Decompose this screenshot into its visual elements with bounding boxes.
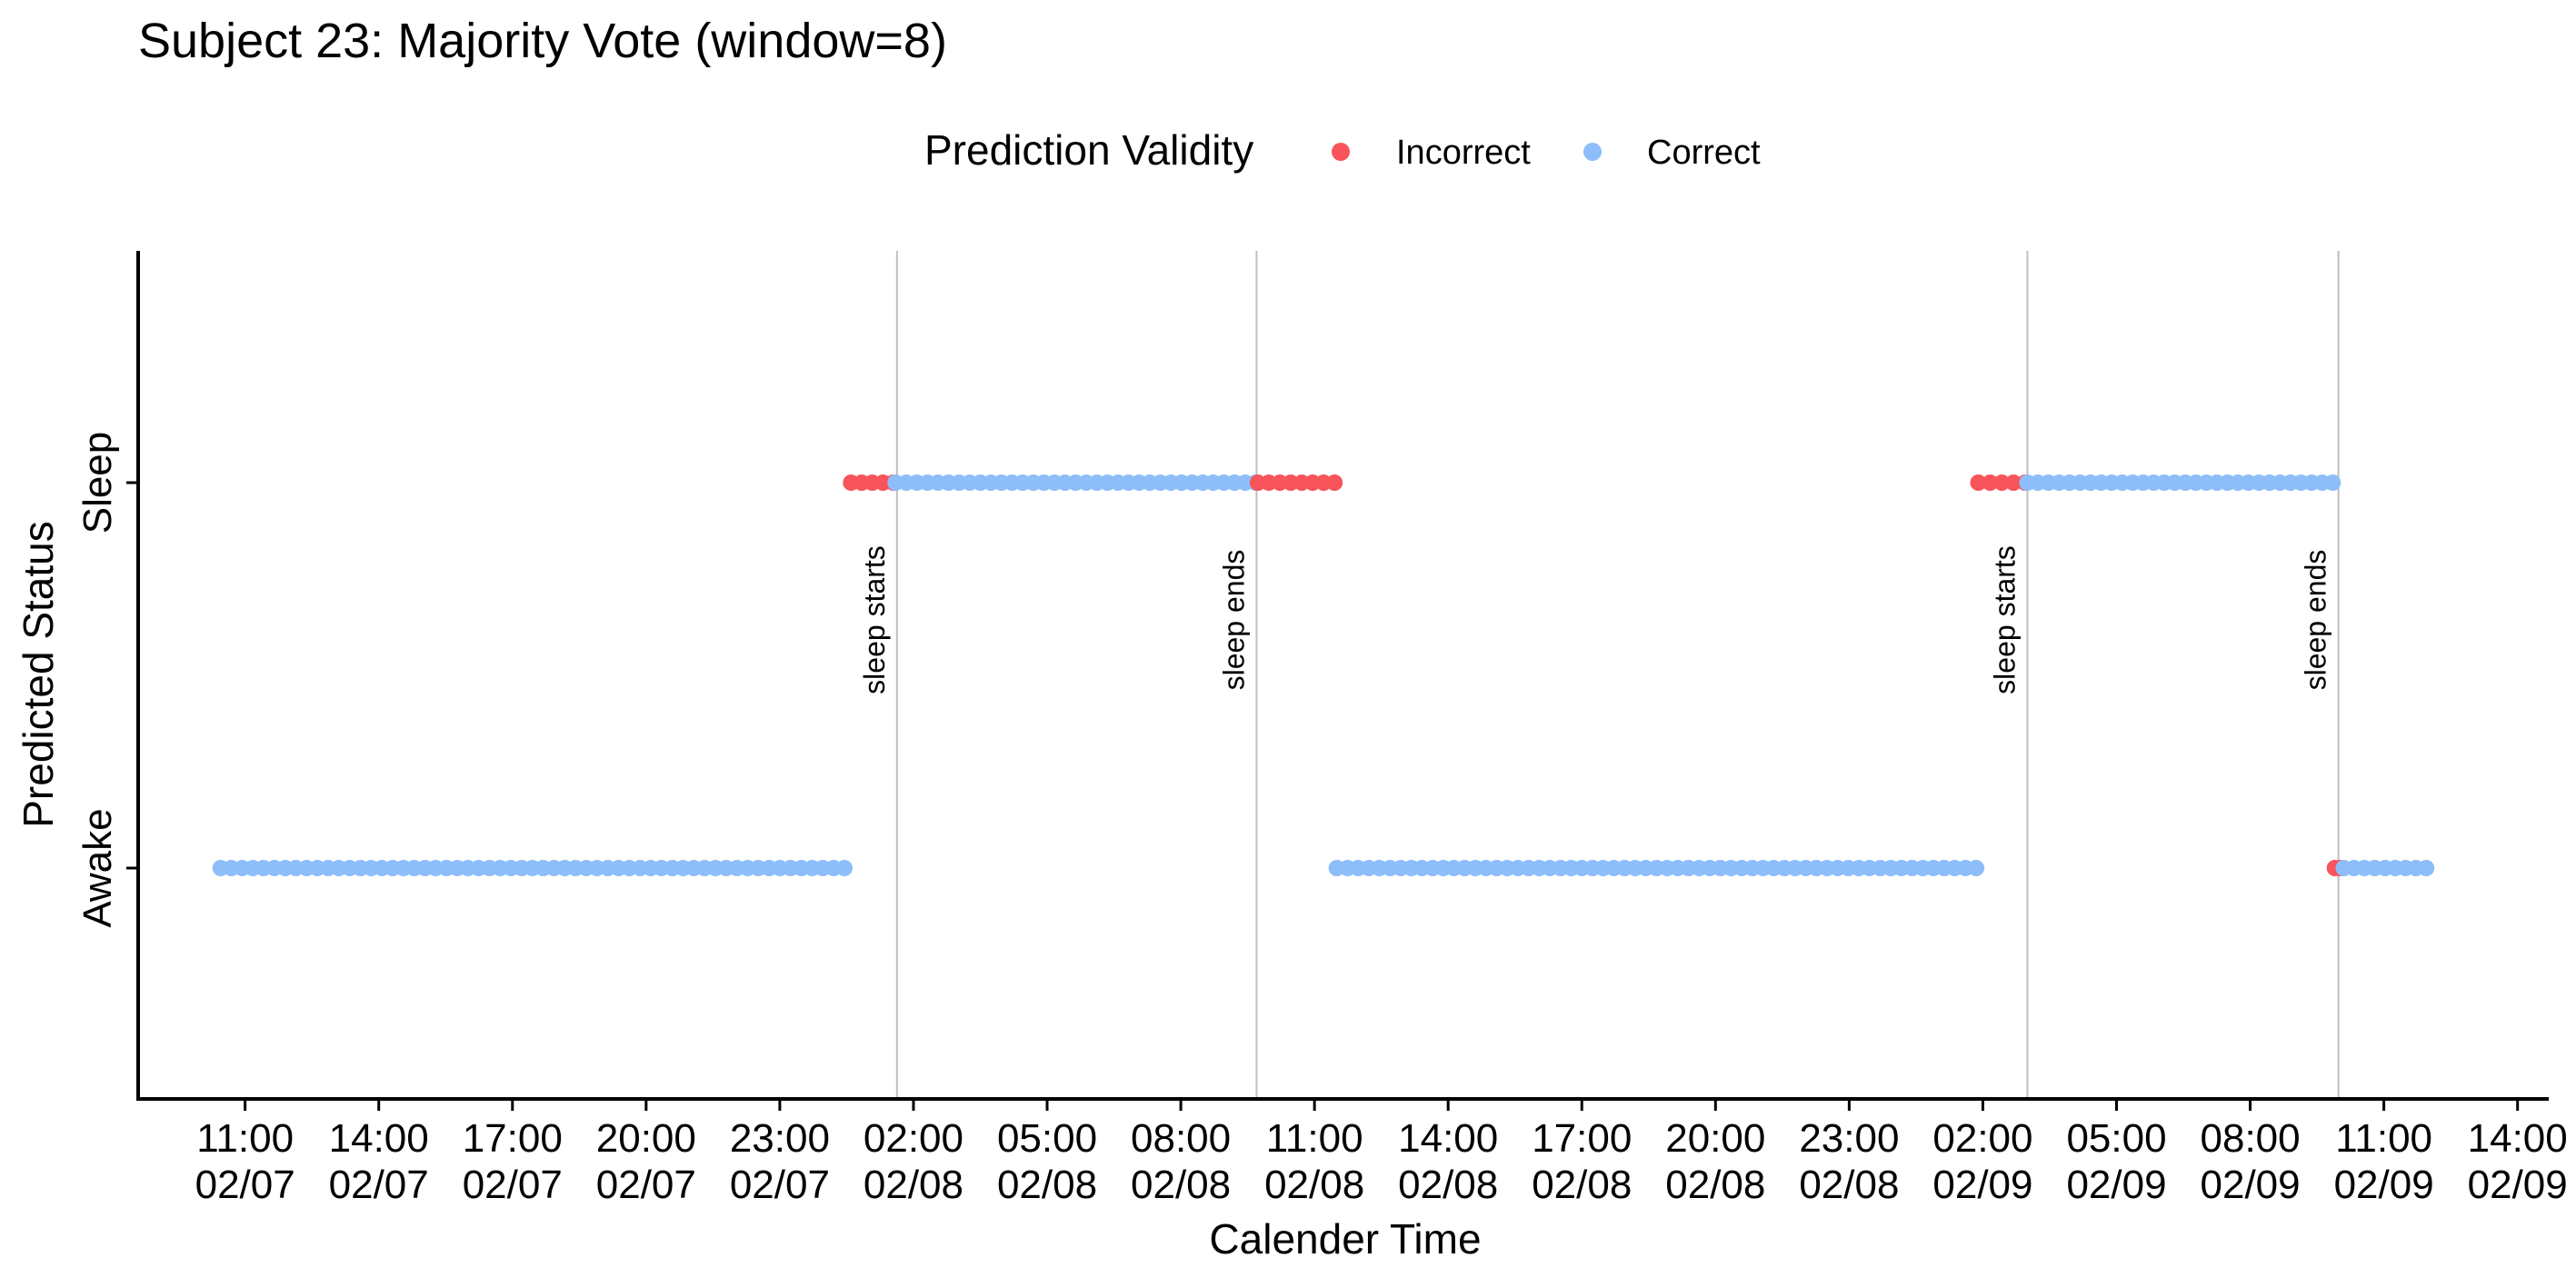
legend-incorrect-label: Incorrect	[1396, 134, 1531, 172]
x-tick-label-date: 02/07	[730, 1163, 830, 1207]
x-tick-label-time: 20:00	[596, 1116, 696, 1161]
x-tick-label-date: 02/09	[2066, 1163, 2166, 1207]
x-axis-ticks: 11:0002/0714:0002/0717:0002/0720:0002/07…	[195, 1099, 2568, 1207]
x-tick-label-time: 08:00	[2201, 1116, 2301, 1161]
reference-lines: sleep starts sleep ends sleep starts sleep …	[858, 251, 2340, 1099]
data-point-incorrect	[1970, 474, 1987, 491]
data-point-correct	[1968, 860, 1985, 876]
x-tick-label-time: 08:00	[1131, 1116, 1231, 1161]
x-tick-label-date: 02/08	[1799, 1163, 1899, 1207]
data-point-incorrect	[1982, 474, 1999, 491]
x-tick-label-time: 23:00	[1799, 1116, 1899, 1161]
legend-incorrect-marker	[1332, 143, 1350, 161]
data-point-correct	[836, 860, 853, 876]
y-tick-label: Awake	[75, 808, 120, 927]
x-tick-label-date: 02/08	[1665, 1163, 1765, 1207]
x-tick-label-date: 02/07	[463, 1163, 563, 1207]
x-tick-label-time: 14:00	[329, 1116, 429, 1161]
data-point-correct	[2324, 474, 2341, 491]
x-tick-label-date: 02/07	[195, 1163, 295, 1207]
x-tick-label-time: 02:00	[864, 1116, 964, 1161]
legend-correct-marker	[1583, 143, 1602, 161]
x-tick-label-time: 20:00	[1665, 1116, 1765, 1161]
y-axis-title: Predicted Status	[15, 521, 62, 828]
x-tick-label-time: 17:00	[463, 1116, 563, 1161]
y-axis-ticks: Awake Sleep	[75, 432, 138, 928]
x-tick-label-date: 02/08	[864, 1163, 964, 1207]
x-tick-label-date: 02/08	[997, 1163, 1097, 1207]
x-tick-label-date: 02/09	[2201, 1163, 2301, 1207]
data-point-incorrect	[1326, 474, 1343, 491]
x-tick-label-date: 02/07	[596, 1163, 696, 1207]
x-tick-label-time: 05:00	[2066, 1116, 2166, 1161]
reference-line-label: sleep ends	[1217, 550, 1250, 691]
reference-line-label: sleep ends	[2300, 550, 2332, 691]
x-tick-label-time: 05:00	[997, 1116, 1097, 1161]
y-tick-label: Sleep	[75, 432, 120, 534]
axes	[136, 251, 2549, 1101]
x-tick-label-time: 17:00	[1532, 1116, 1632, 1161]
chart-title: Subject 23: Majority Vote (window=8)	[138, 14, 947, 68]
legend: Prediction Validity Incorrect Correct	[924, 126, 1761, 174]
x-tick-label-time: 14:00	[1398, 1116, 1498, 1161]
legend-correct-label: Correct	[1647, 134, 1761, 172]
reference-line-label: sleep starts	[858, 545, 891, 694]
x-tick-label-date: 02/08	[1131, 1163, 1231, 1207]
data-point-incorrect	[2005, 474, 2022, 491]
x-tick-label-date: 02/07	[329, 1163, 429, 1207]
x-tick-label-time: 11:00	[1266, 1116, 1363, 1161]
legend-title: Prediction Validity	[924, 126, 1253, 174]
x-tick-label-date: 02/09	[1932, 1163, 2032, 1207]
x-tick-label-time: 11:00	[2335, 1116, 2432, 1161]
x-tick-label-time: 23:00	[730, 1116, 830, 1161]
x-tick-label-time: 11:00	[196, 1116, 294, 1161]
x-tick-label-date: 02/09	[2334, 1163, 2434, 1207]
x-tick-label-date: 02/08	[1532, 1163, 1632, 1207]
data-points	[212, 474, 2435, 876]
x-tick-label-time: 02:00	[1932, 1116, 2032, 1161]
reference-line-label: sleep starts	[1988, 545, 2021, 694]
x-axis-title: Calender Time	[1209, 1215, 1481, 1263]
x-tick-label-date: 02/08	[1398, 1163, 1498, 1207]
x-tick-label-time: 14:00	[2468, 1116, 2568, 1161]
x-tick-label-date: 02/09	[2468, 1163, 2568, 1207]
x-tick-label-date: 02/08	[1264, 1163, 1364, 1207]
data-point-incorrect	[1993, 474, 2011, 491]
data-point-correct	[2418, 860, 2435, 876]
